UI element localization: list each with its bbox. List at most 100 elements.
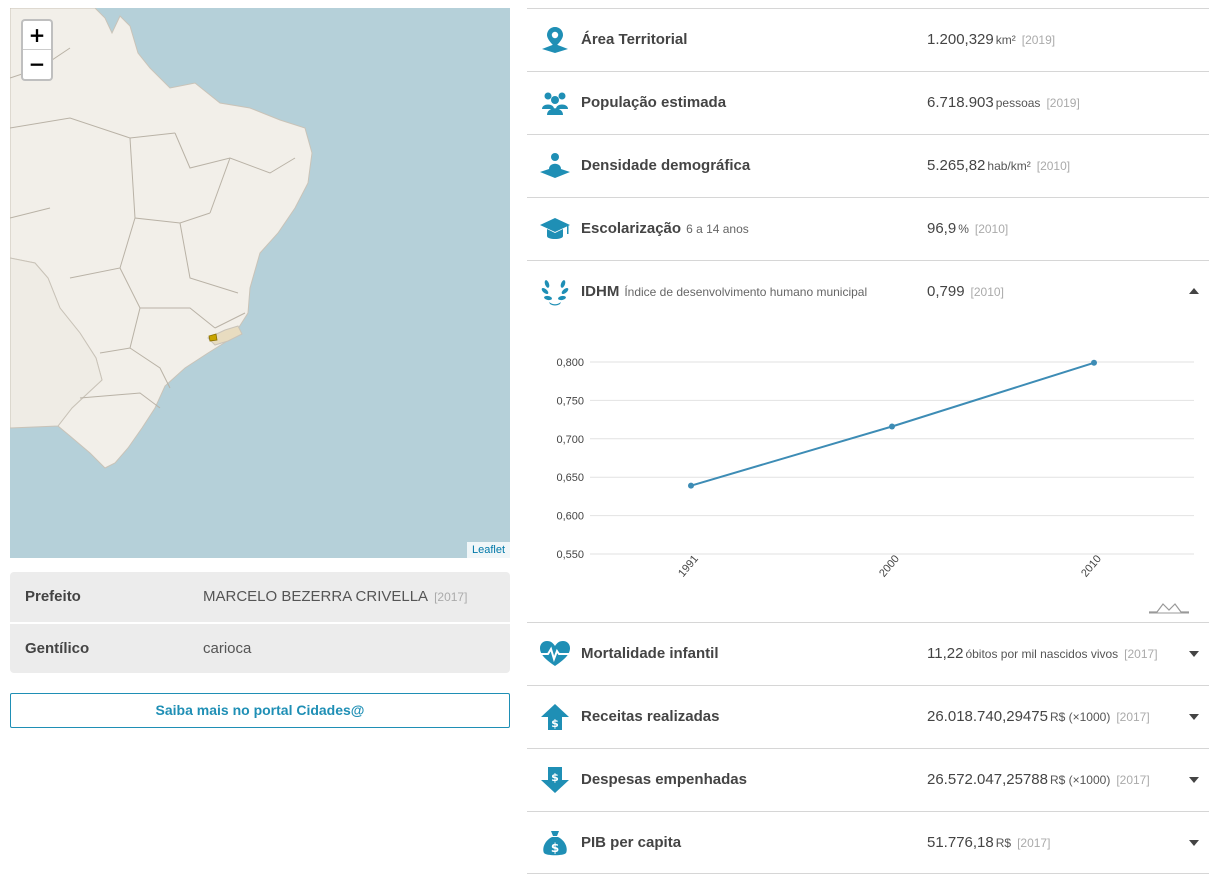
chart-data-point[interactable] (688, 482, 694, 489)
info-row-mayor: Prefeito MARCELO BEZERRA CRIVELLA [2017] (10, 572, 510, 622)
indicator-number: 26.572.047,25788 (927, 771, 1048, 788)
map-attribution-link[interactable]: Leaflet (466, 542, 510, 558)
info-row-gentilic: Gentílico carioca (10, 622, 510, 672)
money-bag-icon: $ (543, 831, 567, 856)
density-icon (540, 153, 570, 178)
zoom-out-button[interactable]: − (28, 52, 46, 76)
chart-series (688, 359, 1097, 489)
graduation-cap-icon (540, 218, 570, 239)
money-up-icon: $ (541, 704, 569, 730)
indicator-subtitle: 6 a 14 anos (686, 222, 749, 236)
indicator-area[interactable]: Área Territorial 1.200,329 km² [2019] (527, 8, 1209, 71)
people-icon (542, 92, 568, 115)
indicator-year: [2017] (1017, 836, 1051, 850)
chart-y-tick-label: 0,600 (556, 511, 584, 523)
indicator-population[interactable]: População estimada 6.718.903 pessoas [2019… (527, 71, 1209, 134)
indicator-value: 11,22 óbitos por mil nascidos vivos [2017] (927, 645, 1158, 662)
indicator-year: [2017] (1116, 710, 1150, 724)
chart-x-axis: 1991 2000 2010 (676, 553, 1104, 579)
expand-caret-icon[interactable] (1189, 840, 1199, 846)
municipality-info: Prefeito MARCELO BEZERRA CRIVELLA [2017] … (10, 572, 510, 673)
svg-text:$: $ (551, 771, 559, 784)
indicator-unit: % (958, 222, 969, 236)
laurel-icon (541, 280, 569, 306)
map-land-layer (10, 8, 313, 469)
indicator-label: Escolarização 6 a 14 anos (581, 220, 749, 237)
chart-x-tick-label: 2010 (1079, 553, 1104, 579)
indicator-schooling[interactable]: Escolarização 6 a 14 anos 96,9% [2010] (527, 197, 1209, 260)
info-label-mayor: Prefeito (25, 588, 81, 605)
indicator-label: PIB per capita (581, 834, 682, 851)
chart-thumbnail-icon[interactable] (1149, 603, 1189, 614)
indicator-expenses[interactable]: $ Despesas empenhadas 26.572.047,25788 R$… (527, 748, 1209, 811)
chart-x-tick-label: 1991 (676, 553, 701, 579)
indicator-value: 1.200,329 km² [2019] (927, 31, 1055, 48)
chart-y-tick-label: 0,550 (556, 549, 584, 561)
indicator-label: População estimada (581, 94, 727, 111)
indicator-unit: R$ (×1000) (1049, 710, 1111, 724)
indicator-value: 6.718.903 pessoas [2019] (927, 94, 1080, 111)
indicator-value: 96,9% [2010] (927, 220, 1008, 237)
indicator-unit: hab/km² (987, 159, 1031, 173)
indicator-gdp-per-capita[interactable]: $ PIB per capita 51.776,18 R$ [2017] (527, 811, 1209, 874)
info-value-mayor: MARCELO BEZERRA CRIVELLA [2017] (203, 588, 467, 605)
chart-data-point[interactable] (889, 423, 895, 430)
indicator-year: [2010] (1036, 159, 1071, 173)
indicator-number: 5.265,82 (927, 157, 986, 174)
chart-y-axis: 0,550 0,600 0,650 0,700 0,750 0,800 (556, 357, 584, 561)
map-neighbor-land (10, 257, 103, 429)
indicator-label: Mortalidade infantil (581, 645, 719, 662)
indicator-label: Densidade demográfica (581, 157, 751, 174)
indicator-year: [2017] (1116, 773, 1150, 787)
expand-caret-icon[interactable] (1189, 777, 1199, 783)
money-down-icon: $ (541, 767, 569, 793)
indicator-number: 1.200,329 (927, 31, 994, 48)
indicator-density[interactable]: Densidade demográfica 5.265,82 hab/km² [20… (527, 134, 1209, 197)
collapse-caret-icon[interactable] (1189, 288, 1199, 294)
chart-y-tick-label: 0,800 (556, 357, 584, 369)
heart-pulse-icon (539, 641, 571, 666)
indicator-unit: R$ (995, 836, 1012, 850)
indicator-year: [2019] (1046, 96, 1080, 110)
indicator-subtitle: Índice de desenvolvimento humano municip… (624, 285, 868, 299)
indicator-year: [2019] (1021, 33, 1056, 47)
expand-caret-icon[interactable] (1189, 651, 1199, 657)
chart-grid (590, 361, 1194, 555)
indicator-label: IDHM Índice de desenvolvimento humano mun… (581, 283, 867, 300)
indicator-number: 11,22 (927, 645, 964, 662)
indicator-list: Área Territorial 1.200,329 km² [2019] Popu… (527, 8, 1209, 874)
indicator-number: 6.718.903 (927, 94, 994, 111)
portal-cidades-button[interactable]: Saiba mais no portal Cidades@ (10, 693, 510, 728)
info-value-gentilic: carioca (203, 640, 252, 657)
indicator-revenue[interactable]: $ Receitas realizadas 26.018.740,29475 R$… (527, 685, 1209, 748)
chart-data-point[interactable] (1091, 359, 1097, 366)
indicator-value: 26.018.740,29475 R$ (×1000) [2017] (927, 708, 1150, 725)
chart-y-tick-label: 0,700 (556, 434, 584, 446)
indicator-year: [2010] (970, 285, 1004, 299)
indicator-label: Receitas realizadas (581, 708, 720, 725)
indicator-number: 0,799 (927, 283, 965, 300)
indicator-number: 51.776,18 (927, 834, 994, 851)
indicator-infant-mortality[interactable]: Mortalidade infantil 11,22 óbitos por mil… (527, 622, 1209, 685)
indicator-year: [2017] (1124, 647, 1158, 661)
map-state-borders (10, 47, 296, 409)
svg-text:$: $ (551, 841, 559, 855)
zoom-in-button[interactable]: + (23, 21, 51, 50)
map[interactable]: + − Leaflet (10, 8, 510, 558)
zoom-control: + − (21, 19, 53, 81)
indicator-idhm[interactable]: IDHM Índice de desenvolvimento humano mun… (527, 260, 1209, 622)
mayor-year: [2017] (434, 590, 468, 604)
expand-caret-icon[interactable] (1189, 714, 1199, 720)
chart-y-tick-label: 0,650 (556, 472, 584, 484)
chart-y-tick-label: 0,750 (556, 395, 584, 407)
indicator-title: IDHM (581, 283, 620, 300)
indicator-number: 96,9 (927, 220, 957, 237)
mayor-name: MARCELO BEZERRA CRIVELLA (203, 588, 429, 605)
chart-x-tick-label: 2000 (877, 553, 902, 579)
indicator-unit: óbitos por mil nascidos vivos (965, 647, 1119, 661)
indicator-value: 0,799 [2010] (927, 283, 1004, 300)
indicator-unit: R$ (×1000) (1049, 773, 1111, 787)
map-city-highlight[interactable] (208, 333, 218, 342)
indicator-unit: pessoas (995, 96, 1041, 110)
indicator-value: 51.776,18 R$ [2017] (927, 834, 1050, 851)
